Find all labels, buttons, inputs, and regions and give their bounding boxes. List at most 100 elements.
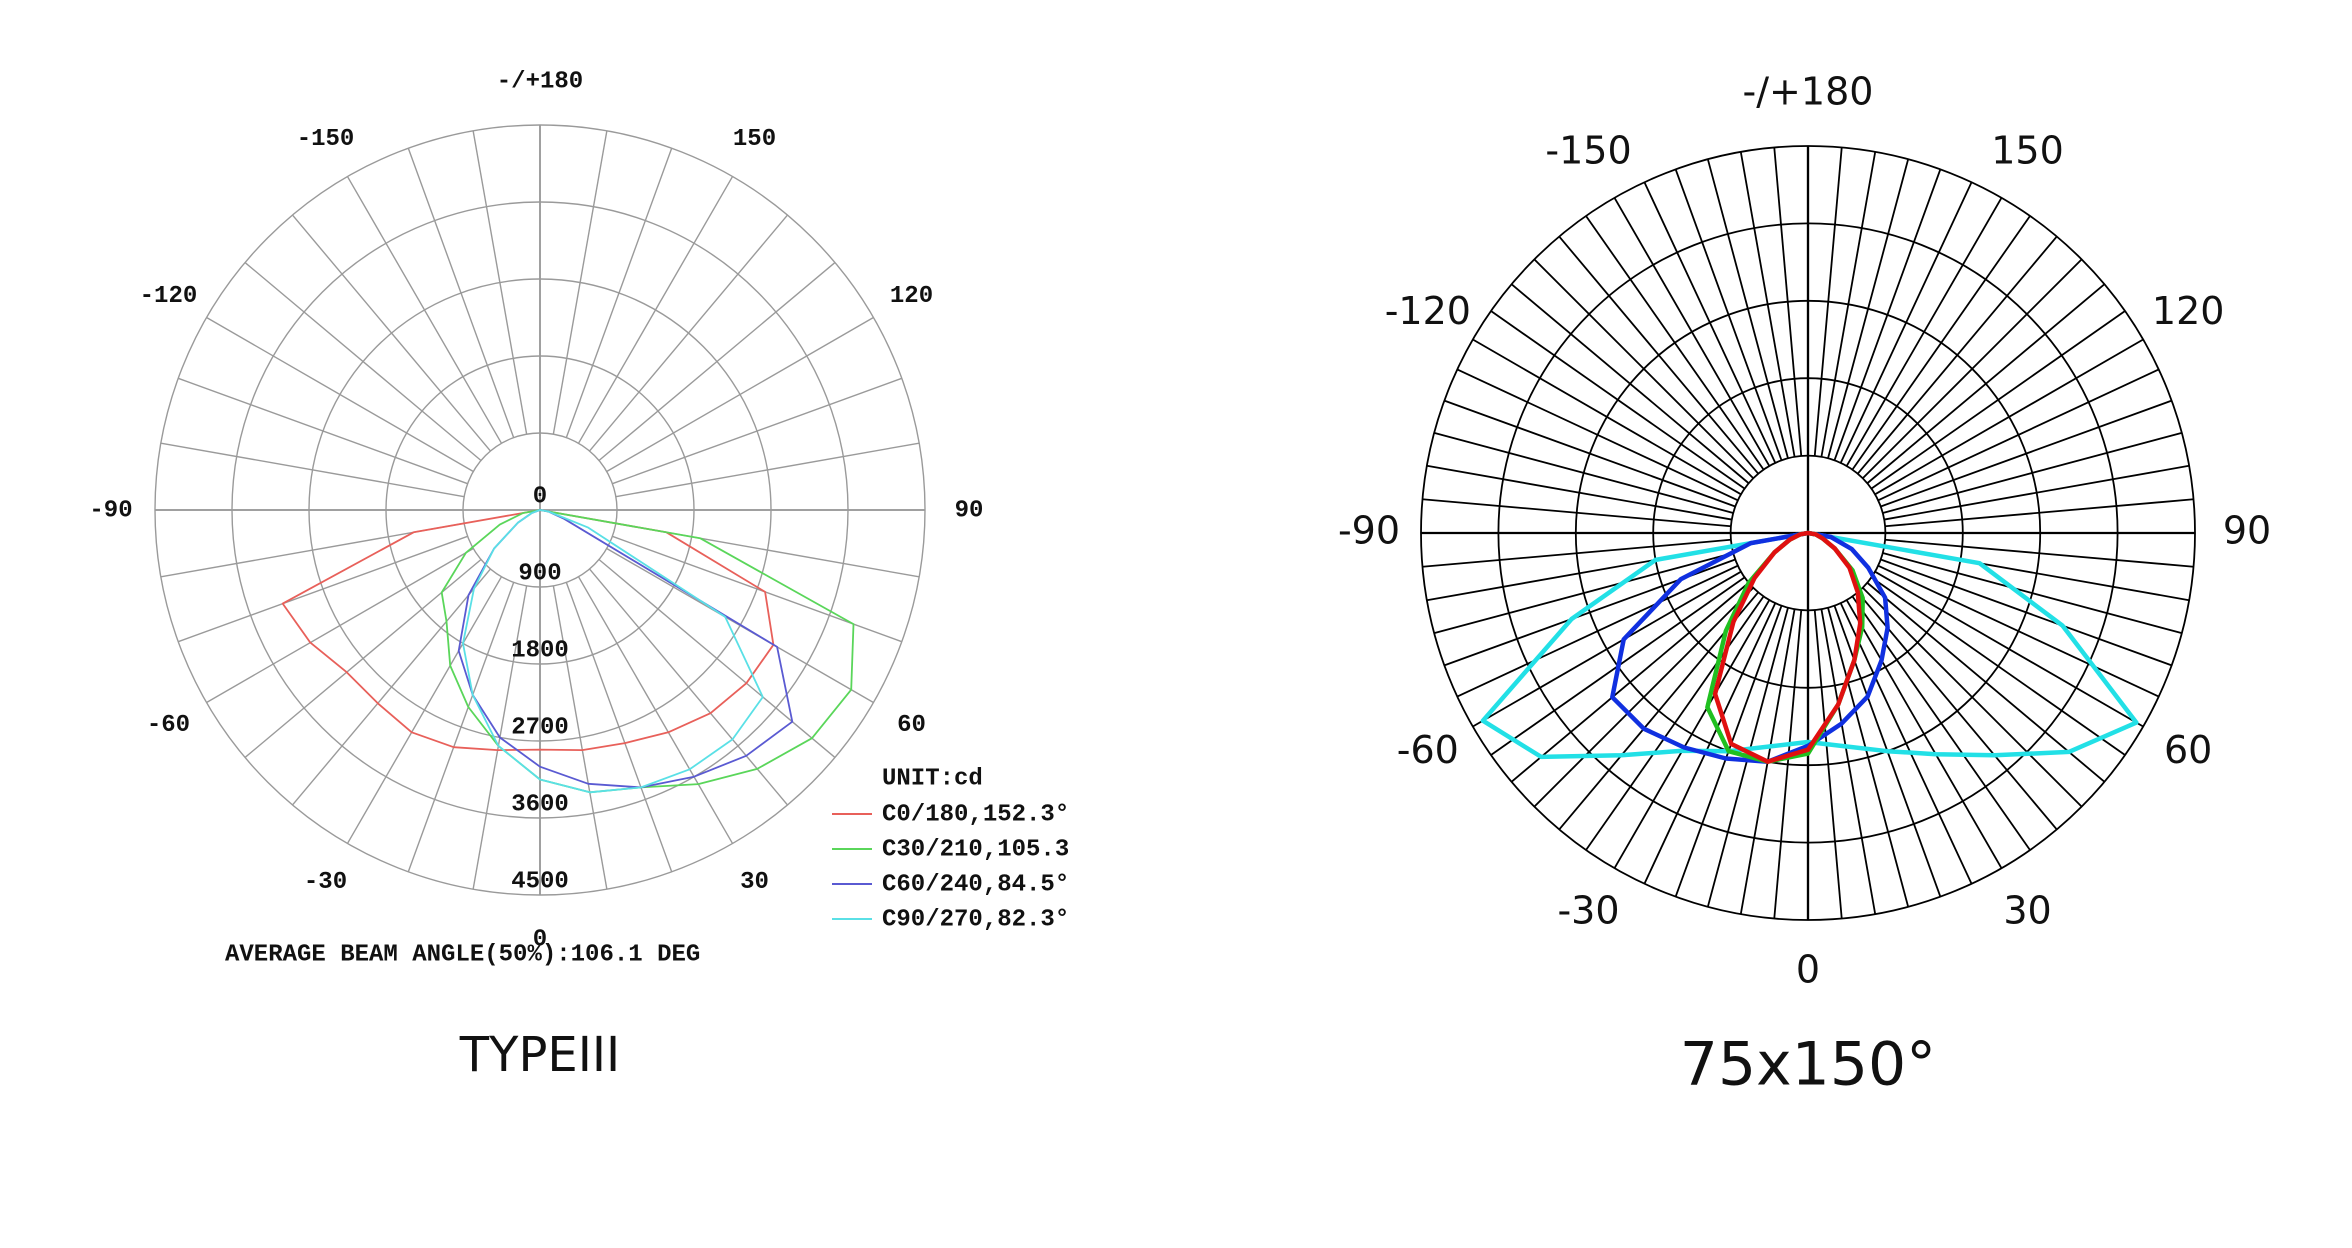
grid-spoke	[206, 547, 474, 704]
grid-spoke	[1510, 283, 1750, 484]
grid-spoke	[1866, 582, 2106, 783]
grid-spoke	[1857, 591, 2058, 831]
grid-spoke	[565, 147, 673, 438]
grid-spoke	[1472, 338, 1742, 496]
legend-label: C0/180,152.3°	[882, 801, 1069, 828]
grid-spoke	[1613, 197, 1771, 467]
grid-spoke	[1870, 576, 2126, 756]
grid-spoke	[1882, 431, 2183, 514]
angle-tick-label: 30	[2003, 889, 2051, 933]
grid-spoke	[598, 558, 836, 759]
angle-tick-label: 60	[2164, 728, 2212, 772]
grid-spoke	[1433, 552, 1734, 635]
grid-spoke	[1862, 258, 2083, 479]
grid-spoke	[1444, 399, 1736, 508]
grid-spoke	[1643, 602, 1777, 885]
grid-spoke	[615, 442, 920, 498]
angle-tick-label: -/+180	[1743, 70, 1874, 114]
angle-tick-label: -60	[1397, 728, 1459, 772]
grid-spoke	[1533, 587, 1754, 808]
grid-spoke	[291, 214, 492, 452]
grid-spoke	[1880, 558, 2172, 667]
grid-spoke	[1613, 599, 1771, 869]
grid-spoke	[1874, 570, 2144, 728]
grid-spoke	[1426, 464, 1732, 521]
grid-spoke	[598, 261, 836, 462]
angle-tick-label: 90	[955, 497, 984, 524]
grid-spoke	[577, 176, 734, 444]
grid-spoke	[1706, 158, 1789, 459]
grid-spoke	[552, 130, 608, 435]
grid-spoke	[588, 568, 789, 806]
grid-spoke	[588, 214, 789, 452]
grid-spoke	[1674, 169, 1783, 461]
legend-label: C30/210,105.3	[882, 836, 1069, 863]
caption: TYPEIII	[459, 1027, 620, 1083]
grid-spoke	[1877, 368, 2160, 502]
grid-spoke	[1885, 498, 2194, 528]
grid-spoke	[1877, 564, 2160, 698]
grid-spoke	[1839, 181, 1973, 464]
angle-tick-label: 0	[1796, 948, 1820, 992]
series-line	[462, 509, 764, 794]
radial-tick-label: 900	[518, 560, 561, 587]
grid-spoke	[1472, 570, 1742, 728]
grid-spoke	[1882, 552, 2183, 635]
angle-tick-label: -60	[147, 712, 190, 739]
angle-tick-label: 150	[1991, 128, 2064, 172]
footer-note: AVERAGE BEAM ANGLE(50%):106.1 DEG	[225, 941, 700, 968]
grid-spoke	[1820, 151, 1877, 457]
grid-spoke	[1510, 582, 1750, 783]
grid-spoke	[1456, 564, 1739, 698]
radial-tick-label: 0	[533, 483, 547, 510]
radial-tick-label: 4500	[511, 868, 569, 895]
grid-spoke	[1739, 151, 1796, 457]
angle-tick-label: 90	[2223, 509, 2271, 553]
caption: 75x150°	[1680, 1030, 1936, 1100]
angle-tick-label: 30	[740, 869, 769, 896]
angle-tick-label: 120	[2152, 289, 2225, 333]
grid-spoke	[244, 261, 482, 462]
legend-label: C60/240,84.5°	[882, 871, 1069, 898]
grid-spoke	[1813, 610, 1843, 919]
legend-label: C90/270,82.3°	[882, 906, 1069, 933]
grid-spoke	[1857, 235, 2058, 475]
angle-tick-label: -/+180	[497, 68, 583, 95]
grid-spoke	[1851, 215, 2031, 471]
grid-spoke	[177, 535, 468, 643]
grid-spoke	[612, 535, 903, 643]
angle-tick-label: 60	[897, 712, 926, 739]
grid-spoke	[1880, 399, 2172, 508]
radial-tick-label: 1800	[511, 637, 569, 664]
grid-spoke	[1870, 310, 2126, 490]
grid-spoke	[1533, 258, 1754, 479]
grid-spoke	[1874, 338, 2144, 496]
grid-spoke	[1885, 538, 2194, 568]
grid-spoke	[1884, 464, 2190, 521]
grid-spoke	[244, 558, 482, 759]
angle-tick-label: -120	[1385, 289, 1471, 333]
angle-tick-label: 150	[733, 126, 776, 153]
grid-spoke	[1422, 498, 1731, 528]
angle-tick-label: -30	[304, 869, 347, 896]
grid-spoke	[1433, 431, 1734, 514]
radial-tick-label: 2700	[511, 714, 569, 741]
grid-spoke	[160, 442, 465, 498]
grid-spoke	[1839, 602, 1973, 885]
grid-spoke	[472, 130, 528, 435]
grid-spoke	[1422, 538, 1731, 568]
angle-tick-label: -120	[140, 283, 198, 310]
chart-left: -/+180 -150 150 -120 120 -90 90 -60 60 -30 30 0 0 900…	[89, 68, 1069, 1083]
angle-tick-label: -90	[89, 497, 132, 524]
grid-spoke	[1820, 609, 1877, 915]
grid-spoke	[1773, 610, 1803, 919]
grid-spoke	[565, 582, 673, 873]
grid-spoke	[1862, 587, 2083, 808]
grid-spoke	[177, 377, 468, 485]
grid-spoke	[612, 377, 903, 485]
radial-tick-label: 3600	[511, 791, 569, 818]
grid-spoke	[1845, 197, 2003, 467]
grid-spoke	[1827, 158, 1910, 459]
grid-spoke	[206, 316, 474, 473]
angle-tick-label: -150	[1545, 128, 1631, 172]
